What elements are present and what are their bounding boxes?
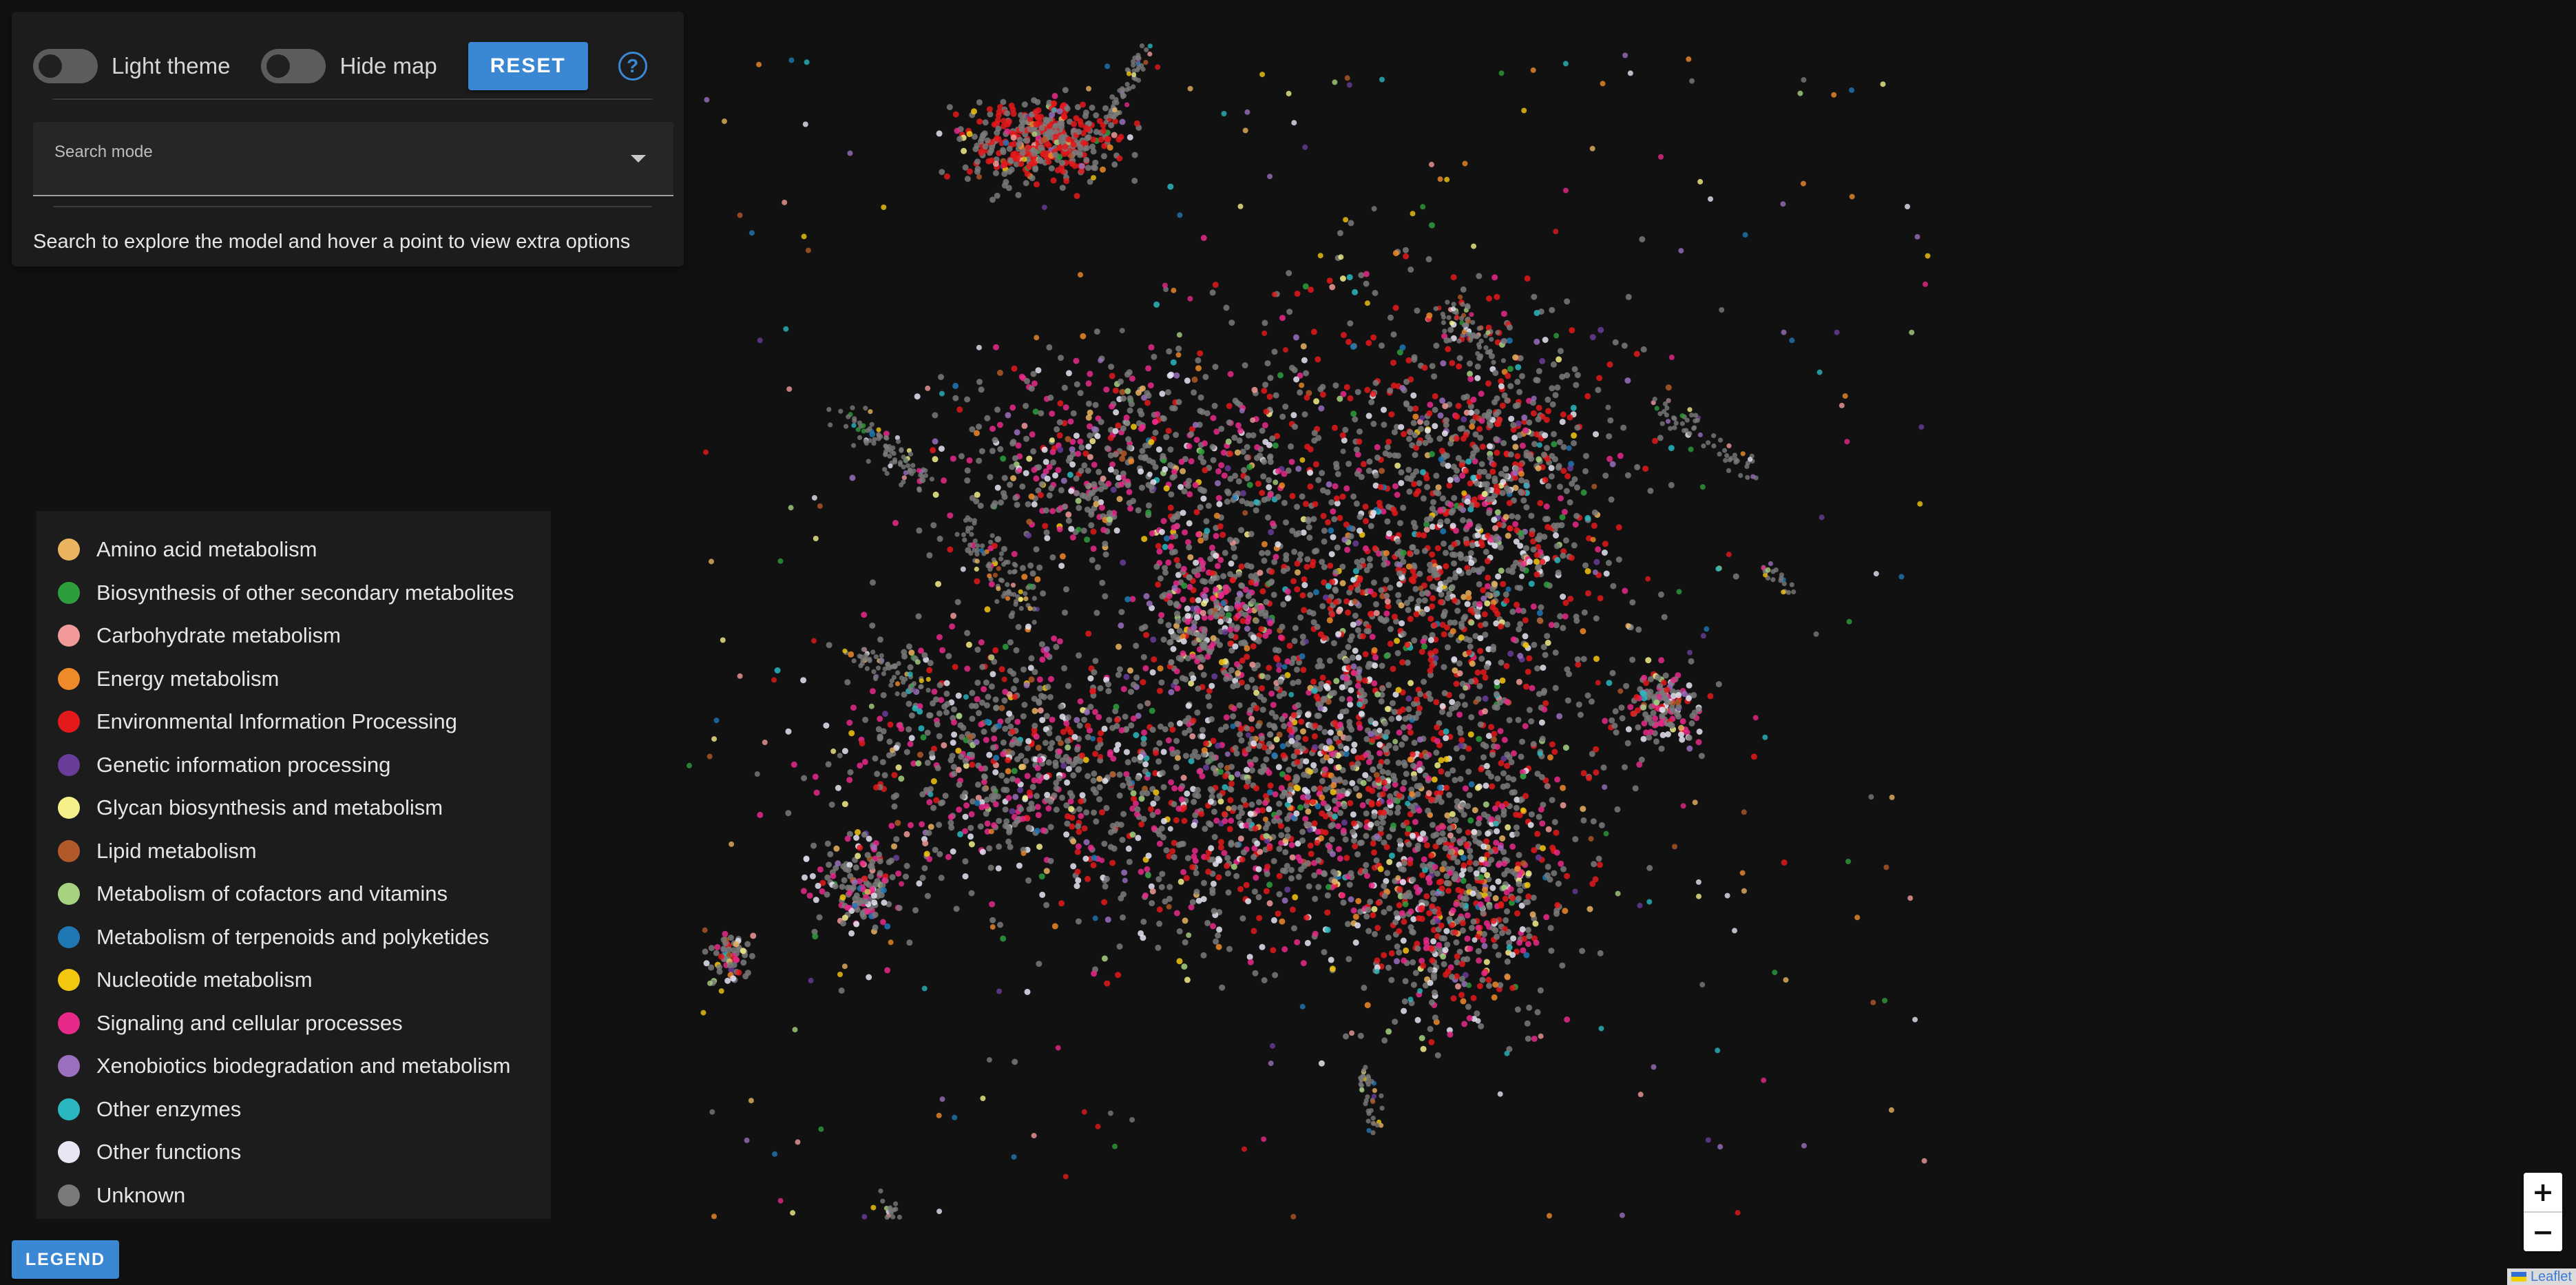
chevron-down-icon[interactable] bbox=[631, 155, 646, 163]
zoom-in-button[interactable]: + bbox=[2524, 1173, 2562, 1211]
switch-knob bbox=[266, 54, 291, 78]
legend-item: Glycan biosynthesis and metabolism bbox=[36, 786, 551, 830]
switch-knob bbox=[39, 54, 62, 78]
legend-item: Amino acid metabolism bbox=[36, 528, 551, 572]
legend-label: Nucleotide metabolism bbox=[96, 968, 313, 992]
legend-color-dot bbox=[58, 839, 80, 862]
legend-color-dot bbox=[58, 883, 80, 906]
legend-color-dot bbox=[58, 1184, 80, 1206]
legend-label: Signaling and cellular processes bbox=[96, 1010, 403, 1035]
legend-color-dot bbox=[58, 1012, 80, 1034]
zoom-control: + − bbox=[2524, 1173, 2562, 1251]
control-panel: Light theme Hide map RESET ? Search mode… bbox=[12, 12, 684, 267]
legend-label: Unknown bbox=[96, 1182, 186, 1207]
legend-color-dot bbox=[58, 581, 80, 604]
hide-map-switch[interactable] bbox=[261, 49, 326, 83]
legend-item: Other functions bbox=[36, 1131, 551, 1174]
help-circle-icon[interactable]: ? bbox=[618, 52, 647, 81]
search-mode-select[interactable]: Search mode bbox=[33, 122, 673, 196]
legend-item: Other enzymes bbox=[36, 1088, 551, 1131]
legend-color-dot bbox=[58, 926, 80, 948]
legend-item: Biosynthesis of other secondary metaboli… bbox=[36, 572, 551, 615]
legend-color-dot bbox=[58, 667, 80, 690]
ukraine-flag-icon bbox=[2511, 1272, 2526, 1282]
legend-label: Xenobiotics biodegradation and metabolis… bbox=[96, 1054, 511, 1078]
legend-label: Other enzymes bbox=[96, 1096, 242, 1121]
hide-map-label: Hide map bbox=[339, 53, 437, 79]
divider bbox=[53, 98, 652, 100]
legend-label: Amino acid metabolism bbox=[96, 537, 317, 562]
legend-color-dot bbox=[58, 753, 80, 776]
reset-button[interactable]: RESET bbox=[468, 42, 588, 90]
legend-item: Xenobiotics biodegradation and metabolis… bbox=[36, 1045, 551, 1088]
legend-label: Environmental Information Processing bbox=[96, 709, 457, 734]
legend-color-dot bbox=[58, 1098, 80, 1120]
legend-color-dot bbox=[58, 969, 80, 992]
light-theme-toggle[interactable]: Light theme bbox=[33, 49, 230, 83]
legend-panel: Amino acid metabolism Biosynthesis of oth… bbox=[36, 511, 551, 1219]
legend-item: Metabolism of terpenoids and polyketides bbox=[36, 916, 551, 959]
legend-color-dot bbox=[58, 539, 80, 561]
search-hint: Search to explore the model and hover a … bbox=[33, 231, 631, 253]
legend-label: Carbohydrate metabolism bbox=[96, 623, 341, 648]
legend-item: Environmental Information Processing bbox=[36, 700, 551, 744]
legend-item: Lipid metabolism bbox=[36, 830, 551, 873]
legend-item: Signaling and cellular processes bbox=[36, 1002, 551, 1045]
legend-item: Nucleotide metabolism bbox=[36, 959, 551, 1002]
legend-label: Metabolism of cofactors and vitamins bbox=[96, 881, 448, 906]
legend-label: Glycan biosynthesis and metabolism bbox=[96, 795, 443, 820]
legend-item: Metabolism of cofactors and vitamins bbox=[36, 873, 551, 916]
search-mode-label: Search mode bbox=[54, 143, 153, 161]
legend-label: Biosynthesis of other secondary metaboli… bbox=[96, 580, 514, 605]
legend-label: Metabolism of terpenoids and polyketides bbox=[96, 924, 490, 949]
legend-label: Energy metabolism bbox=[96, 666, 280, 691]
legend-item: Unknown bbox=[36, 1174, 551, 1218]
legend-color-dot bbox=[58, 625, 80, 647]
hide-map-toggle[interactable]: Hide map bbox=[261, 49, 437, 83]
zoom-divider bbox=[2524, 1211, 2562, 1213]
legend-button[interactable]: LEGEND bbox=[12, 1240, 119, 1279]
legend-item: Energy metabolism bbox=[36, 658, 551, 701]
map-attribution: Leaflet bbox=[2506, 1268, 2576, 1285]
legend-label: Other functions bbox=[96, 1140, 242, 1164]
light-theme-switch[interactable] bbox=[33, 49, 98, 83]
divider bbox=[53, 206, 652, 207]
legend-color-dot bbox=[58, 1055, 80, 1078]
control-toolbar: Light theme Hide map RESET ? bbox=[33, 42, 647, 90]
legend-color-dot bbox=[58, 1141, 80, 1164]
legend-item: Carbohydrate metabolism bbox=[36, 614, 551, 658]
legend-color-dot bbox=[58, 711, 80, 733]
zoom-out-button[interactable]: − bbox=[2524, 1213, 2562, 1251]
leaflet-link[interactable]: Leaflet bbox=[2530, 1268, 2572, 1284]
search-mode-input[interactable] bbox=[54, 165, 622, 189]
legend-color-dot bbox=[58, 797, 80, 819]
legend-label: Genetic information processing bbox=[96, 752, 391, 777]
legend-item: Genetic information processing bbox=[36, 744, 551, 787]
legend-label: Lipid metabolism bbox=[96, 838, 257, 863]
light-theme-label: Light theme bbox=[112, 53, 231, 79]
